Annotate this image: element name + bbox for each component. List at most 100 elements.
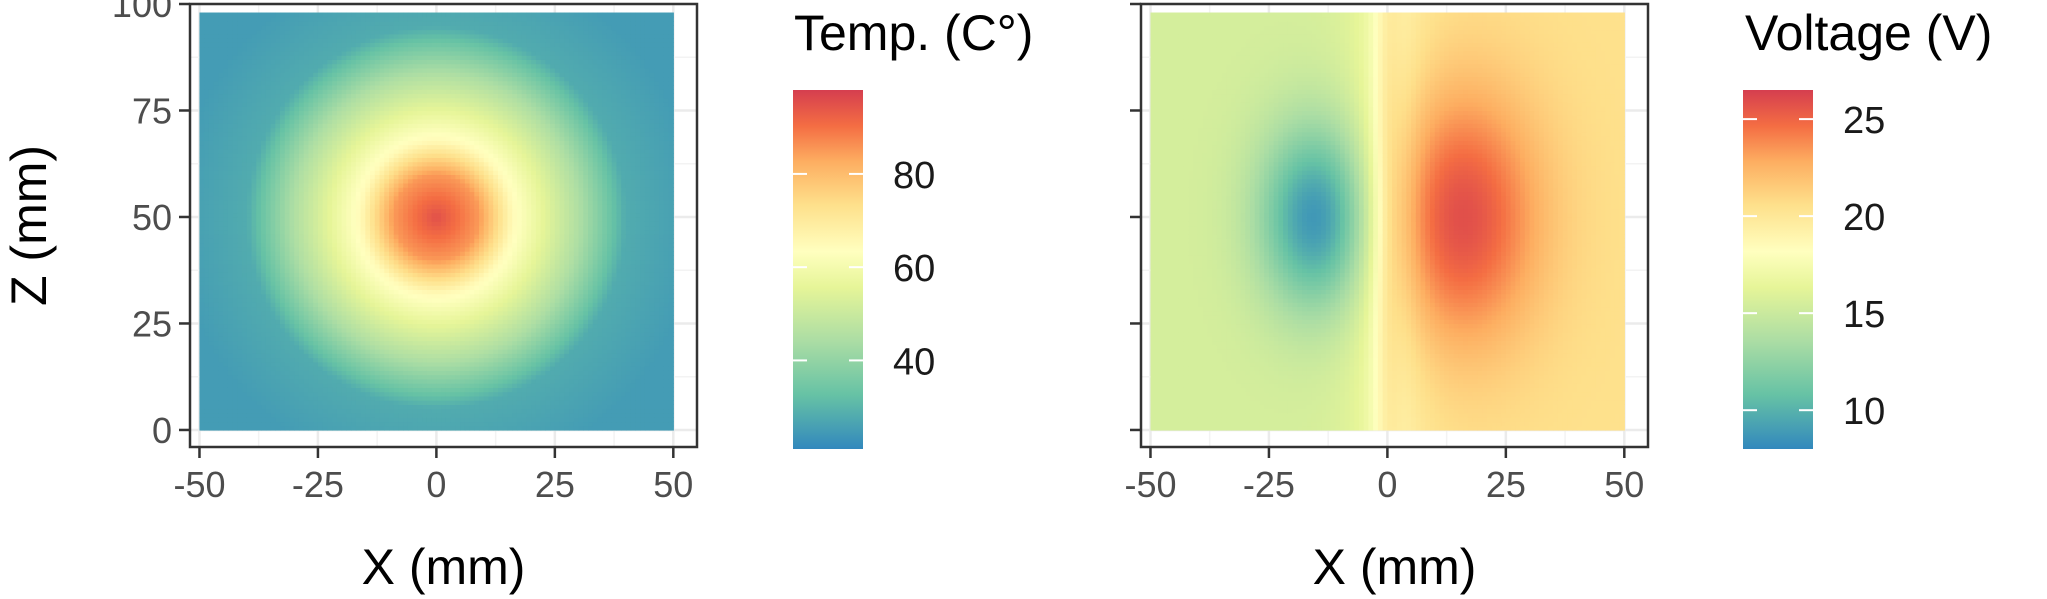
heatmap-cell bbox=[341, 238, 347, 244]
heatmap-cell bbox=[436, 170, 442, 175]
heatmap-cell bbox=[223, 46, 229, 52]
heatmap-cell bbox=[251, 119, 257, 124]
heatmap-cell bbox=[223, 425, 229, 431]
heatmap-cell bbox=[379, 140, 385, 146]
heatmap-cell bbox=[303, 157, 310, 163]
heatmap-cell bbox=[313, 29, 319, 35]
heatmap-cell bbox=[308, 127, 314, 133]
heatmap-cell bbox=[294, 110, 300, 116]
heatmap-cell bbox=[389, 255, 395, 261]
heatmap-cell bbox=[327, 221, 333, 227]
heatmap-cell bbox=[398, 33, 404, 39]
heatmap-cell bbox=[360, 229, 366, 235]
heatmap-cell bbox=[284, 50, 291, 56]
heatmap-cell bbox=[313, 378, 319, 384]
heatmap-cell bbox=[365, 114, 371, 120]
heatmap-cell bbox=[355, 63, 362, 69]
heatmap-cell bbox=[355, 293, 362, 299]
heatmap-cell bbox=[303, 353, 310, 359]
heatmap-cell bbox=[237, 259, 243, 265]
heatmap-cell bbox=[237, 59, 243, 65]
heatmap-cell bbox=[303, 33, 310, 39]
heatmap-cell bbox=[313, 63, 319, 69]
heatmap-cell bbox=[237, 238, 243, 244]
heatmap-cell bbox=[199, 50, 205, 56]
heatmap-cell bbox=[322, 170, 329, 175]
heatmap-cell bbox=[403, 353, 409, 359]
heatmap-cell bbox=[360, 80, 366, 86]
heatmap-cell bbox=[275, 174, 281, 180]
heatmap-cell bbox=[384, 302, 390, 308]
heatmap-cell bbox=[275, 72, 281, 78]
heatmap-cell bbox=[199, 140, 205, 146]
heatmap-cell bbox=[374, 383, 381, 388]
heatmap-cell bbox=[270, 395, 276, 401]
heatmap-cell bbox=[336, 12, 343, 18]
heatmap-cell bbox=[341, 327, 347, 333]
heatmap-cell bbox=[208, 417, 215, 423]
heatmap-cell bbox=[332, 140, 338, 146]
heatmap-cell bbox=[298, 404, 305, 410]
heatmap-cell bbox=[389, 97, 395, 103]
heatmap-cell bbox=[398, 63, 404, 69]
heatmap-cell bbox=[341, 370, 347, 376]
heatmap-cell bbox=[384, 29, 390, 35]
heatmap-cell bbox=[346, 191, 352, 197]
heatmap-cell bbox=[298, 374, 305, 380]
heatmap-cell bbox=[360, 361, 366, 367]
heatmap-cell bbox=[351, 246, 357, 252]
heatmap-cell bbox=[384, 195, 390, 201]
heatmap-cell bbox=[246, 293, 253, 299]
heatmap-cell bbox=[351, 353, 357, 359]
heatmap-cell bbox=[379, 153, 385, 158]
heatmap-cell bbox=[407, 310, 414, 316]
heatmap-cell bbox=[298, 327, 305, 333]
heatmap-cell bbox=[261, 165, 267, 171]
heatmap-cell bbox=[218, 119, 224, 124]
heatmap-cell bbox=[261, 221, 267, 227]
heatmap-cell bbox=[251, 110, 257, 116]
heatmap-cell bbox=[327, 314, 333, 320]
heatmap-cell bbox=[223, 174, 229, 180]
heatmap-cell bbox=[341, 212, 347, 218]
heatmap-cell bbox=[265, 297, 272, 303]
heatmap-cell bbox=[317, 21, 324, 26]
heatmap-cell bbox=[398, 319, 404, 325]
heatmap-cell bbox=[280, 310, 286, 316]
heatmap-cell bbox=[341, 387, 347, 393]
heatmap-cell bbox=[327, 383, 333, 388]
heatmap-cell bbox=[280, 225, 286, 231]
heatmap-cell bbox=[289, 136, 295, 141]
heatmap-cell bbox=[204, 263, 210, 269]
heatmap-cell bbox=[431, 153, 437, 158]
heatmap-cell bbox=[199, 161, 205, 167]
heatmap-cell bbox=[284, 165, 291, 171]
heatmap-cell bbox=[223, 131, 229, 137]
heatmap-cell bbox=[208, 33, 215, 39]
heatmap-cell bbox=[407, 12, 414, 18]
heatmap-cell bbox=[384, 395, 390, 401]
heatmap-cell bbox=[232, 148, 238, 154]
heatmap-cell bbox=[270, 357, 276, 363]
heatmap-cell bbox=[223, 89, 229, 95]
heatmap-cell bbox=[303, 225, 310, 231]
heatmap-cell bbox=[308, 187, 314, 193]
heatmap-cell bbox=[332, 84, 338, 90]
heatmap-cell bbox=[355, 357, 362, 363]
heatmap-cell bbox=[393, 229, 400, 235]
heatmap-cell bbox=[242, 378, 248, 384]
heatmap-cell bbox=[436, 119, 442, 124]
heatmap-cell bbox=[251, 25, 257, 31]
heatmap-cell bbox=[265, 153, 272, 158]
heatmap-cell bbox=[218, 319, 224, 325]
heatmap-cell bbox=[398, 404, 404, 410]
heatmap-cell bbox=[313, 238, 319, 244]
heatmap-cell bbox=[351, 208, 357, 214]
heatmap-cell bbox=[251, 340, 257, 346]
heatmap-cell bbox=[436, 225, 442, 231]
heatmap-cell bbox=[346, 148, 352, 154]
heatmap-cell bbox=[384, 383, 390, 388]
heatmap-cell bbox=[280, 59, 286, 65]
heatmap-cell bbox=[251, 157, 257, 163]
heatmap-cell bbox=[322, 16, 329, 22]
